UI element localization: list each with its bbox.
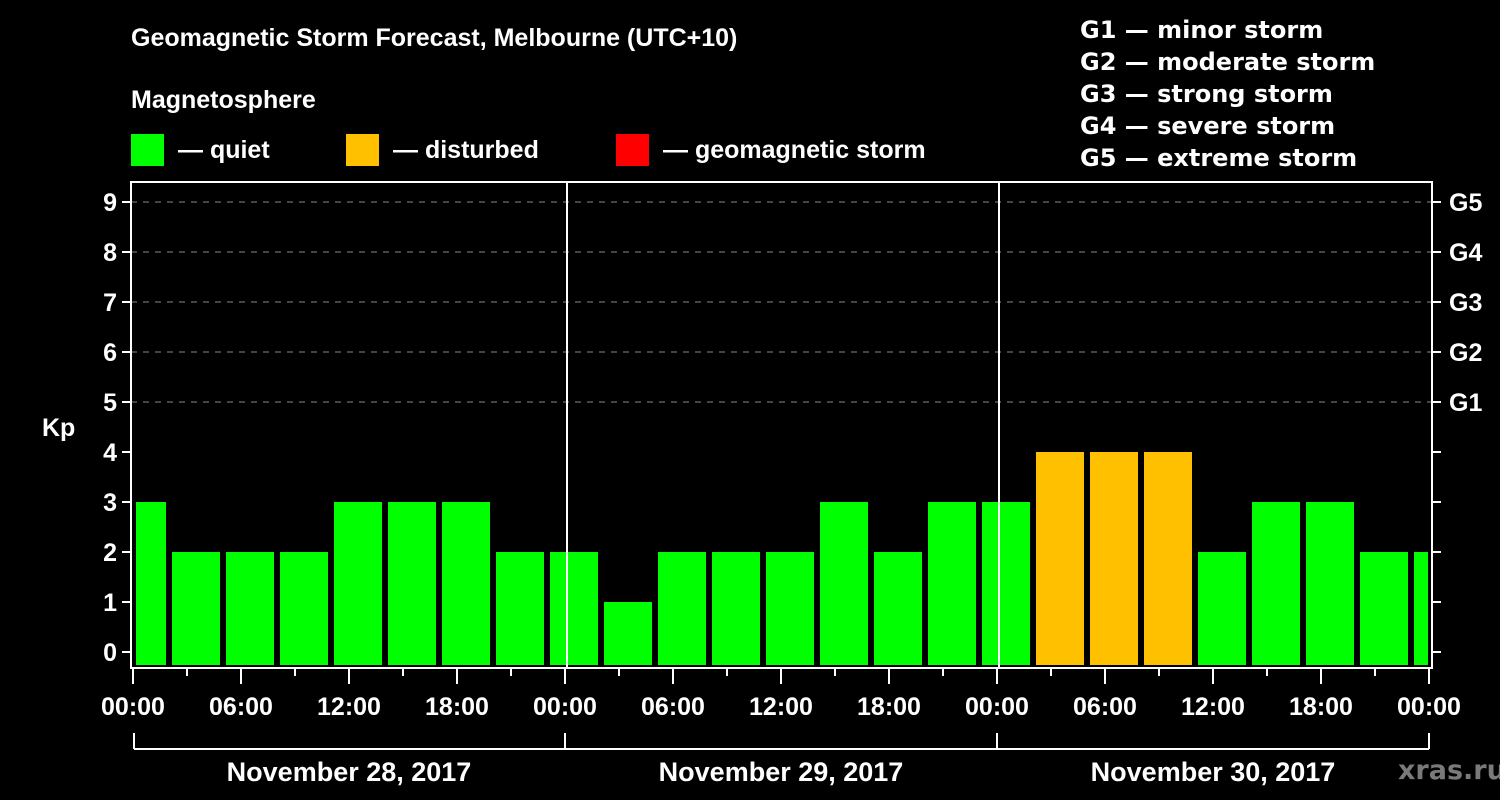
- kp-bar: [1360, 552, 1408, 665]
- x-tick-label: 06:00: [1073, 693, 1137, 721]
- y-tick-label: 1: [103, 589, 117, 617]
- legend-title: Magnetosphere: [131, 86, 316, 114]
- y-tick-label: 6: [103, 339, 117, 367]
- g-scale-label: G5: [1449, 189, 1482, 217]
- kp-bar: [226, 552, 274, 665]
- kp-bar: [1144, 452, 1192, 665]
- y-tick-label: 4: [103, 439, 117, 467]
- disturbed-swatch-icon: [346, 134, 379, 166]
- kp-bar: [496, 552, 544, 665]
- kp-bar: [820, 502, 868, 665]
- kp-bar: [982, 502, 1030, 665]
- legend-quiet-label: — quiet: [178, 135, 270, 164]
- day-label: November 28, 2017: [227, 757, 472, 787]
- g-scale-label: G3: [1449, 289, 1482, 317]
- kp-bar: [928, 502, 976, 665]
- chart-title: Geomagnetic Storm Forecast, Melbourne (U…: [131, 24, 738, 52]
- x-tick-label: 00:00: [1397, 693, 1461, 721]
- legend-storm: — geomagnetic storm: [616, 134, 926, 166]
- x-tick-label: 06:00: [209, 693, 273, 721]
- x-tick-label: 06:00: [641, 693, 705, 721]
- x-tick-label: 18:00: [857, 693, 921, 721]
- legend-disturbed-label: — disturbed: [393, 135, 539, 164]
- x-tick-label: 12:00: [317, 693, 381, 721]
- storm-scale-g1: G1 — minor storm: [1080, 16, 1324, 44]
- y-tick-label: 3: [103, 489, 117, 517]
- x-tick-label: 12:00: [749, 693, 813, 721]
- storm-swatch-icon: [616, 134, 649, 166]
- kp-bar: [1198, 552, 1246, 665]
- y-tick-label: 5: [103, 389, 117, 417]
- legend-storm-label: — geomagnetic storm: [663, 135, 926, 164]
- y-tick-label: 7: [103, 289, 117, 317]
- grid-lines: [131, 201, 1432, 403]
- legend-disturbed: — disturbed: [346, 134, 539, 166]
- storm-scale-g3: G3 — strong storm: [1080, 80, 1333, 108]
- kp-bar: [550, 552, 598, 665]
- x-tick-label: 00:00: [965, 693, 1029, 721]
- y-tick-label: 2: [103, 539, 117, 567]
- kp-bar: [136, 502, 166, 665]
- x-tick-label: 12:00: [1181, 693, 1245, 721]
- g-scale-label: G4: [1449, 239, 1482, 267]
- kp-bar: [1306, 502, 1354, 665]
- kp-bar: [280, 552, 328, 665]
- day-label: November 29, 2017: [659, 757, 904, 787]
- x-tick-label: 18:00: [425, 693, 489, 721]
- kp-bar: [712, 552, 760, 665]
- kp-bar: [442, 502, 490, 665]
- kp-bar: [1090, 452, 1138, 665]
- legend-quiet: — quiet: [131, 134, 270, 166]
- kp-bar: [334, 502, 382, 665]
- storm-scale-g2: G2 — moderate storm: [1080, 48, 1376, 76]
- g-scale-label: G1: [1449, 389, 1482, 417]
- g-scale-label: G2: [1449, 339, 1482, 367]
- storm-scale-g5: G5 — extreme storm: [1080, 144, 1358, 172]
- storm-scale-legend: G1 — minor storm G2 — moderate storm G3 …: [1080, 14, 1375, 174]
- kp-bar: [604, 602, 652, 665]
- kp-bar: [172, 552, 220, 665]
- y-axis-label: Kp: [42, 414, 75, 442]
- y-tick-label: 8: [103, 239, 117, 267]
- axis-labels: 0 1 2 3 4 5 6 7 8 9 G1 G2 G3 G4 G5 Kp 00:00 06:00 12:00 18:…: [42, 189, 1482, 787]
- kp-bar: [1414, 552, 1428, 665]
- axes: [122, 181, 1441, 750]
- quiet-swatch-icon: [131, 134, 164, 166]
- kp-bar: [874, 552, 922, 665]
- kp-bar: [1252, 502, 1300, 665]
- kp-bar: [766, 552, 814, 665]
- bars: [136, 452, 1428, 665]
- kp-bar: [388, 502, 436, 665]
- storm-scale-g4: G4 — severe storm: [1080, 112, 1336, 140]
- day-label: November 30, 2017: [1091, 757, 1336, 787]
- y-tick-label: 0: [103, 639, 117, 667]
- kp-bar: [1036, 452, 1084, 665]
- kp-bar: [658, 552, 706, 665]
- y-tick-label: 9: [103, 189, 117, 217]
- watermark: xras.ru: [1398, 755, 1500, 786]
- x-tick-label: 00:00: [533, 693, 597, 721]
- x-tick-label: 18:00: [1289, 693, 1353, 721]
- x-tick-label: 00:00: [101, 693, 165, 721]
